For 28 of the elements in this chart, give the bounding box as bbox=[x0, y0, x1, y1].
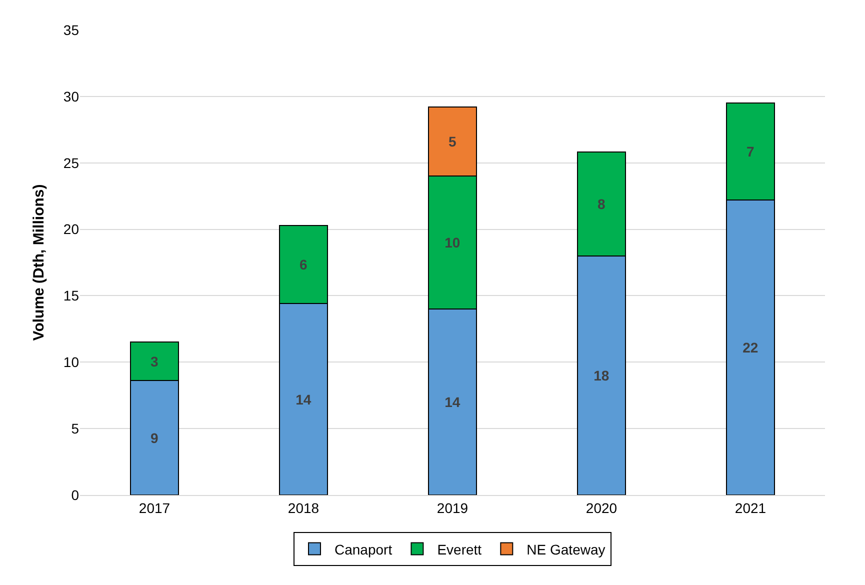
data-label: 3 bbox=[150, 353, 158, 370]
data-label: 6 bbox=[300, 256, 308, 272]
data-label: 14 bbox=[296, 391, 312, 408]
y-tick-label: 35 bbox=[63, 22, 80, 38]
legend-label: Everett bbox=[437, 541, 482, 558]
x-tick-label: 2019 bbox=[436, 500, 468, 516]
y-tick-label: 25 bbox=[63, 154, 80, 171]
y-tick-label: 0 bbox=[71, 486, 80, 503]
y-axis-title: Volume (Dth, Millions) bbox=[30, 184, 48, 341]
legend-label: NE Gateway bbox=[526, 541, 606, 558]
data-label: 8 bbox=[598, 196, 606, 212]
data-label: 5 bbox=[448, 134, 456, 150]
y-tick-label: 10 bbox=[63, 354, 80, 370]
y-tick-label: 15 bbox=[63, 288, 80, 304]
x-tick-label: 2020 bbox=[586, 500, 618, 516]
legend-label: Canaport bbox=[334, 541, 392, 558]
data-label: 10 bbox=[444, 234, 460, 251]
y-tick-label: 5 bbox=[71, 420, 80, 436]
x-tick-label: 2021 bbox=[734, 500, 766, 516]
data-label: 14 bbox=[444, 394, 460, 410]
data-label: 9 bbox=[150, 430, 158, 446]
x-tick-label: 2017 bbox=[138, 500, 170, 516]
data-label: 18 bbox=[594, 367, 610, 384]
data-label: 22 bbox=[742, 340, 758, 356]
data-label: 7 bbox=[746, 144, 754, 160]
y-tick-label: 20 bbox=[63, 221, 80, 238]
y-tick-label: 30 bbox=[63, 88, 80, 104]
x-tick-label: 2018 bbox=[288, 500, 320, 516]
